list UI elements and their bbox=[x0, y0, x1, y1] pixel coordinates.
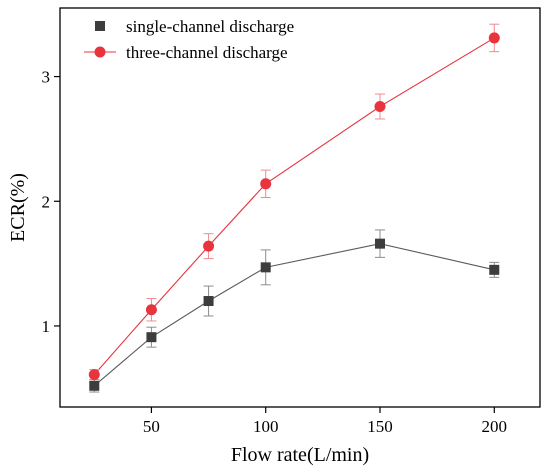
legend: single-channel discharge three-channel di… bbox=[84, 17, 294, 62]
data-point bbox=[375, 238, 385, 249]
x-tick-label: 50 bbox=[143, 417, 160, 436]
data-point bbox=[145, 304, 157, 316]
series-line bbox=[93, 243, 495, 387]
data-point bbox=[260, 262, 271, 273]
data-point bbox=[203, 240, 215, 252]
x-axis-title: Flow rate(L/min) bbox=[231, 444, 369, 466]
series-2 bbox=[88, 23, 500, 381]
legend-label: single-channel discharge bbox=[126, 17, 294, 36]
y-axis-title: ECR(%) bbox=[7, 173, 29, 242]
data-point bbox=[374, 101, 386, 113]
series-line bbox=[93, 37, 495, 375]
y-tick-label: 1 bbox=[42, 317, 51, 336]
y-axis-ticks: 1 2 3 bbox=[42, 68, 60, 336]
data-point bbox=[88, 369, 100, 381]
data-point bbox=[260, 178, 272, 190]
series-1 bbox=[89, 229, 500, 393]
legend-marker bbox=[94, 46, 106, 58]
data-point bbox=[146, 332, 157, 343]
data-point bbox=[488, 32, 500, 44]
data-point bbox=[89, 380, 100, 391]
legend-marker bbox=[95, 21, 105, 31]
x-axis-ticks: 50 100 150 200 bbox=[143, 407, 507, 436]
y-tick-label: 2 bbox=[42, 192, 51, 211]
data-point bbox=[489, 264, 500, 275]
legend-label: three-channel discharge bbox=[126, 43, 288, 62]
plot-border bbox=[59, 7, 541, 408]
plot-frame bbox=[59, 7, 541, 408]
series-layer bbox=[88, 23, 500, 393]
y-tick-label: 3 bbox=[42, 68, 51, 87]
x-tick-label: 100 bbox=[253, 417, 279, 436]
data-point bbox=[203, 296, 214, 307]
x-tick-label: 200 bbox=[482, 417, 508, 436]
x-tick-label: 150 bbox=[367, 417, 393, 436]
